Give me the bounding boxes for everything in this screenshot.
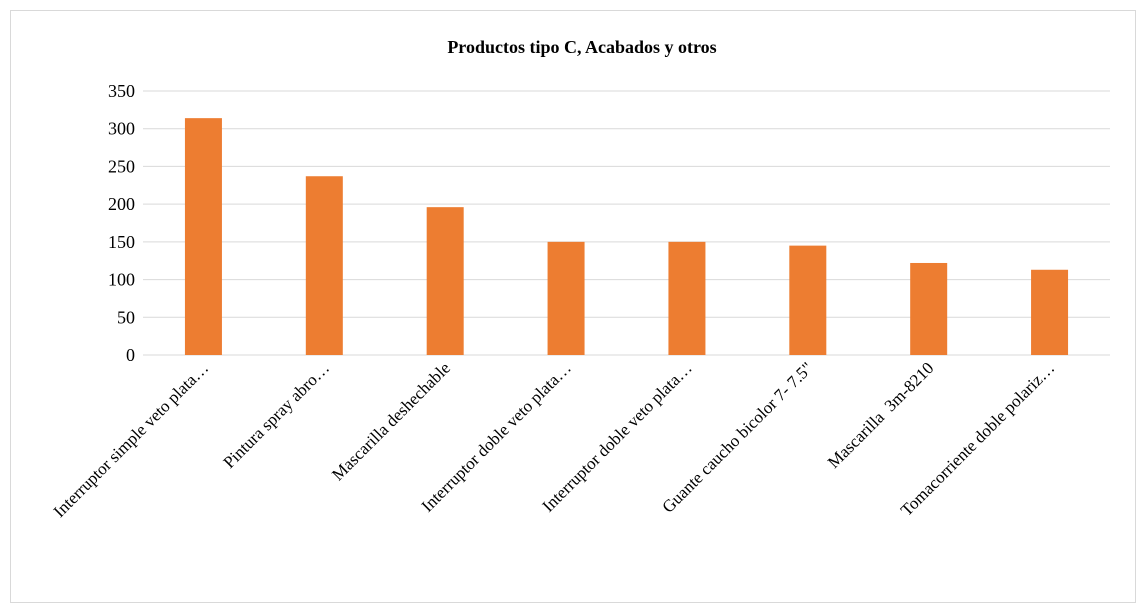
y-tick-label: 250 xyxy=(108,156,135,176)
chart-title: Productos tipo C, Acabados y otros xyxy=(447,37,716,57)
y-axis-ticks: 0 50 100 150 200 250 300 350 xyxy=(108,81,135,365)
bar-5 xyxy=(668,241,706,355)
y-tick-label: 150 xyxy=(108,232,135,252)
y-tick-label: 0 xyxy=(126,345,135,365)
bars xyxy=(184,118,1069,355)
bar-1 xyxy=(184,118,222,355)
x-tick-label: Interruptor simple veto plata… xyxy=(50,358,213,521)
y-tick-label: 200 xyxy=(108,194,135,214)
bar-3 xyxy=(426,207,464,355)
x-tick-label: Pintura spray abro… xyxy=(220,358,334,472)
bar-6 xyxy=(789,245,827,355)
bar-4 xyxy=(547,241,585,355)
bar-2 xyxy=(305,176,343,355)
y-tick-label: 100 xyxy=(108,270,135,290)
y-tick-label: 350 xyxy=(108,81,135,101)
y-tick-label: 50 xyxy=(117,307,135,327)
x-tick-label: Mascarilla 3m-8210 xyxy=(824,358,938,472)
gridlines xyxy=(143,90,1110,356)
x-tick-label: Mascarilla deshechable xyxy=(328,358,454,484)
x-axis-ticks: Interruptor simple veto plata… Pintura sp… xyxy=(50,358,1059,521)
bar-7 xyxy=(910,262,948,355)
bar-8 xyxy=(1031,269,1069,355)
y-tick-label: 300 xyxy=(108,119,135,139)
